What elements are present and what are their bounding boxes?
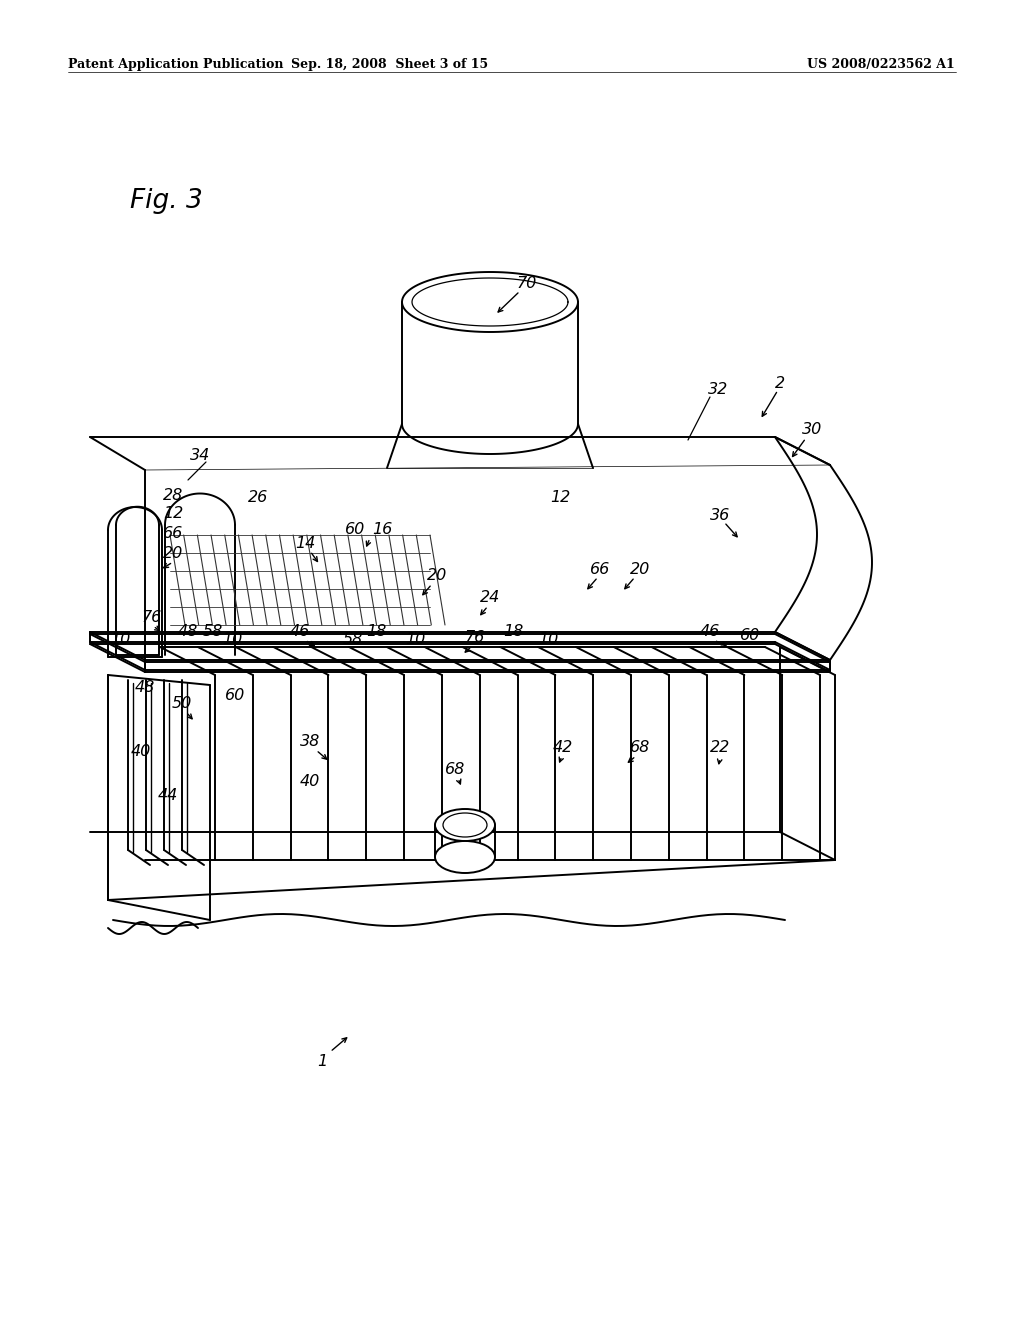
Text: 68: 68 (630, 741, 650, 755)
Text: 38: 38 (300, 734, 321, 750)
Text: 48: 48 (135, 681, 155, 696)
Text: 58: 58 (343, 632, 364, 648)
Text: 2: 2 (775, 375, 785, 391)
Text: 50: 50 (172, 696, 193, 710)
Text: 76: 76 (142, 610, 162, 626)
Text: 16: 16 (372, 523, 392, 537)
Text: 10: 10 (538, 632, 558, 648)
Text: 34: 34 (189, 447, 210, 462)
Text: 20: 20 (630, 561, 650, 577)
Text: 20: 20 (163, 546, 183, 561)
Text: 30: 30 (802, 422, 822, 437)
Text: 68: 68 (444, 763, 465, 777)
Text: 76: 76 (465, 631, 485, 645)
Text: 58: 58 (452, 845, 472, 859)
Text: 66: 66 (163, 525, 183, 540)
Text: 24: 24 (480, 590, 500, 606)
Text: 66: 66 (590, 561, 610, 577)
Text: 60: 60 (740, 628, 760, 644)
Text: 14: 14 (295, 536, 315, 550)
Text: 44: 44 (158, 788, 178, 803)
Text: Fig. 3: Fig. 3 (130, 187, 203, 214)
Text: 32: 32 (708, 383, 728, 397)
Text: US 2008/0223562 A1: US 2008/0223562 A1 (807, 58, 955, 71)
Text: 46: 46 (699, 624, 720, 639)
Text: 46: 46 (290, 624, 310, 639)
Text: 40: 40 (131, 744, 152, 759)
Text: 70: 70 (517, 276, 538, 290)
Text: 60: 60 (345, 523, 366, 537)
Text: Sep. 18, 2008  Sheet 3 of 15: Sep. 18, 2008 Sheet 3 of 15 (292, 58, 488, 71)
Text: 28: 28 (163, 487, 183, 503)
Text: 40: 40 (300, 775, 321, 789)
Ellipse shape (435, 841, 495, 873)
Text: 58: 58 (203, 624, 223, 639)
Text: 42: 42 (553, 741, 573, 755)
Ellipse shape (435, 809, 495, 841)
Text: 12: 12 (163, 507, 183, 521)
Text: 22: 22 (710, 741, 730, 755)
Text: 18: 18 (503, 624, 523, 639)
Text: 20: 20 (427, 569, 447, 583)
Text: 10: 10 (222, 632, 242, 648)
Text: 1: 1 (317, 1055, 327, 1069)
Text: 12: 12 (550, 490, 570, 504)
Text: 18: 18 (366, 624, 386, 639)
Text: Patent Application Publication: Patent Application Publication (68, 58, 284, 71)
Text: 10: 10 (404, 632, 425, 648)
Text: 26: 26 (248, 490, 268, 504)
Text: 10: 10 (110, 632, 130, 648)
Text: 36: 36 (710, 507, 730, 523)
Text: 60: 60 (225, 688, 245, 702)
Text: 48: 48 (178, 624, 198, 639)
